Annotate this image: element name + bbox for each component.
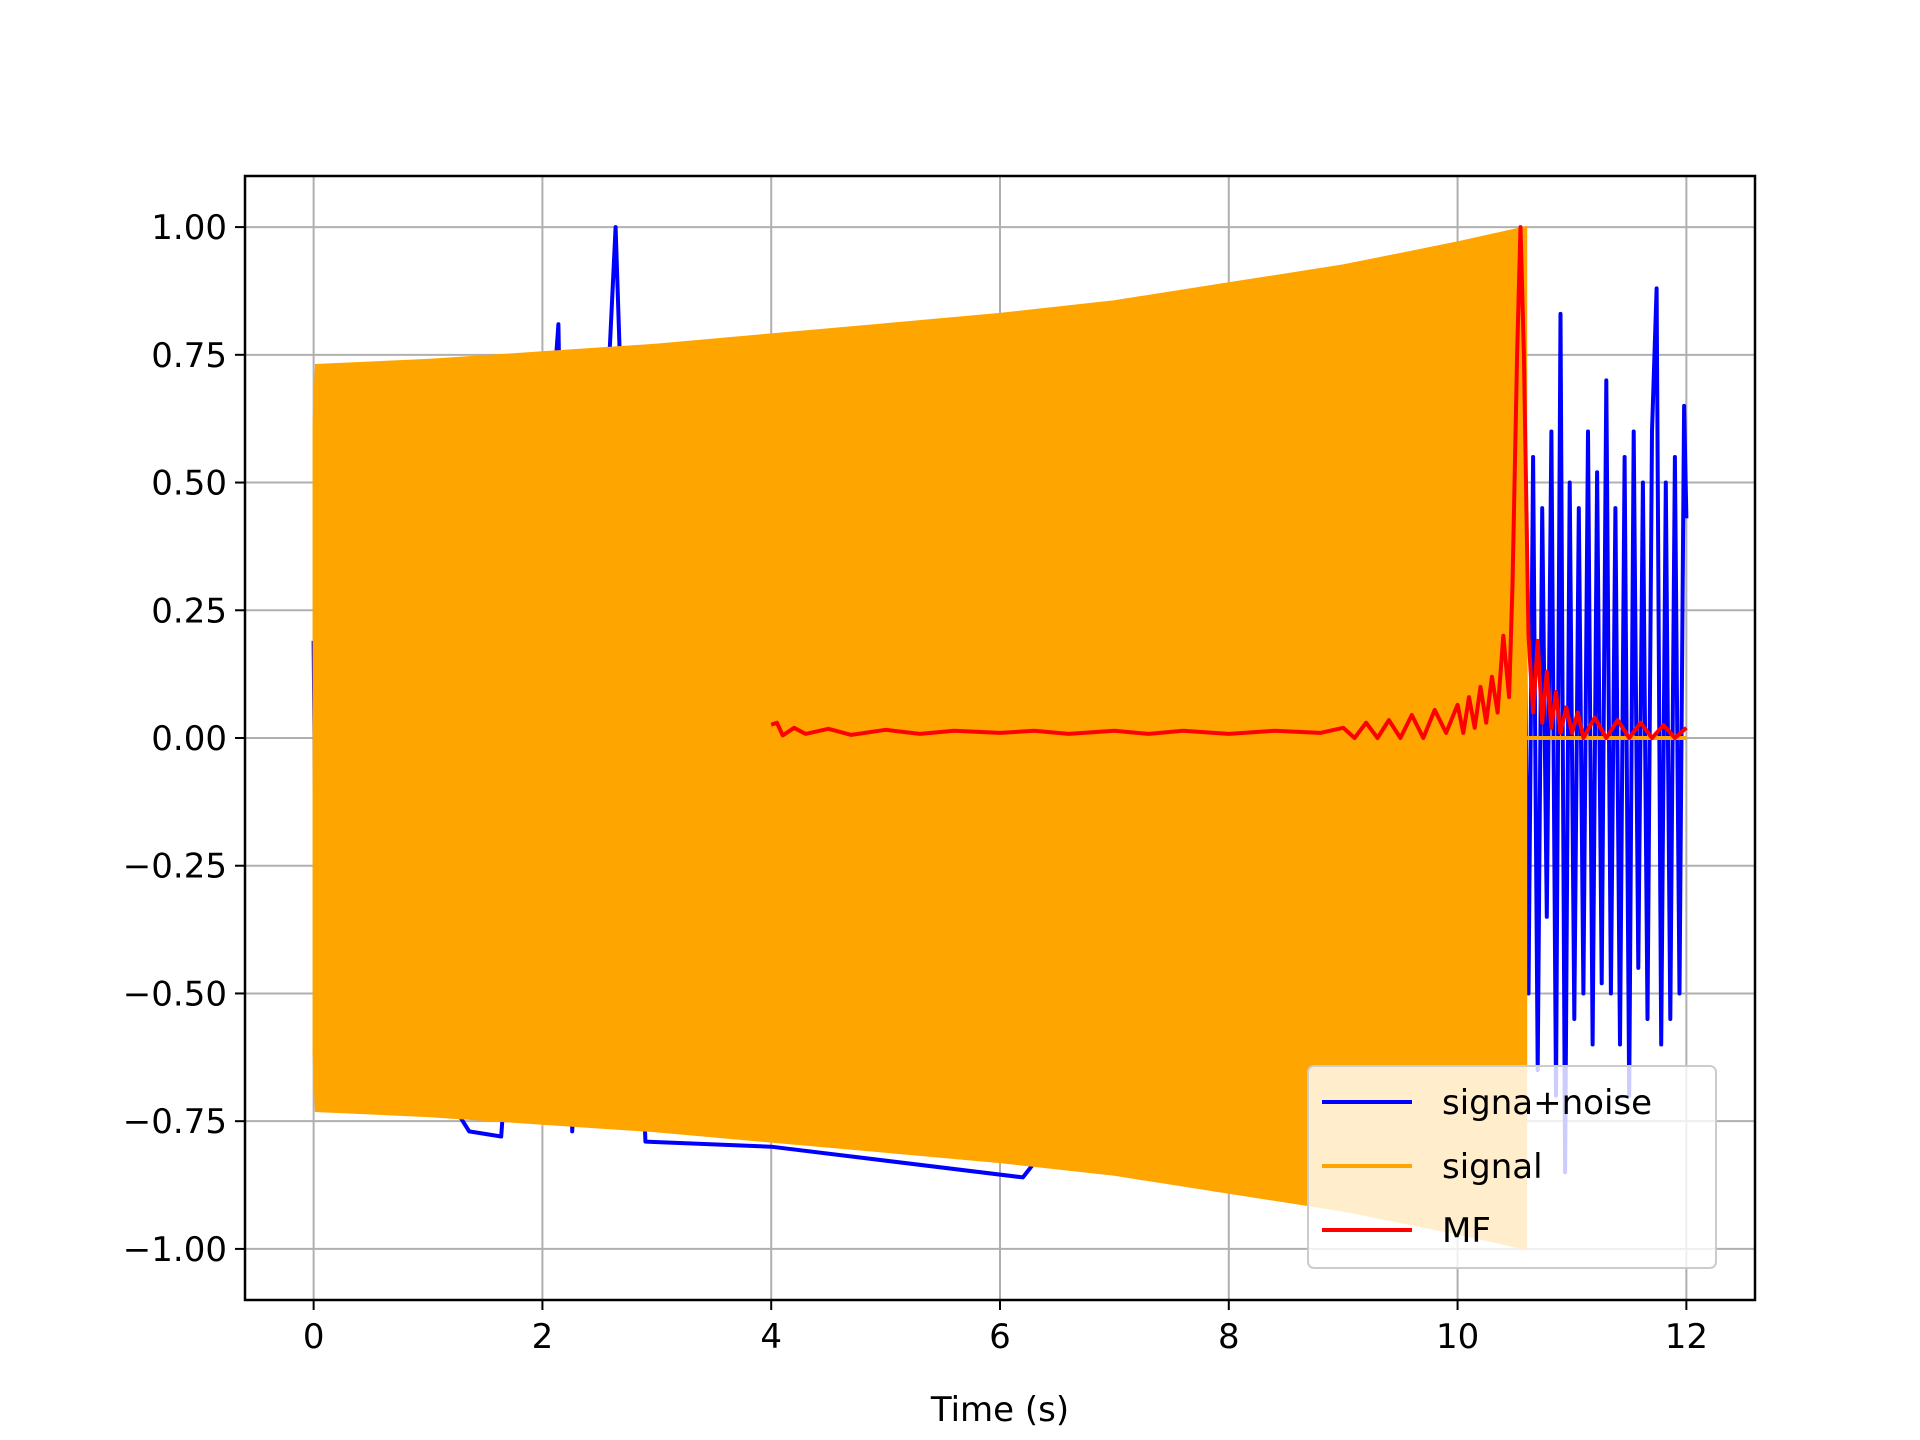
y-tick-label: 1.00 (151, 208, 227, 248)
x-tick-label: 0 (303, 1317, 325, 1357)
legend-label: signal (1442, 1147, 1543, 1187)
x-tick-label: 6 (989, 1317, 1011, 1357)
legend-box (1307, 1065, 1717, 1269)
x-tick-label: 8 (1218, 1317, 1240, 1357)
series-signa-noise-line (311, 225, 1689, 1180)
y-tick-label: −0.50 (123, 974, 227, 1014)
x-tick-label: 4 (760, 1317, 782, 1357)
series-mf-line (770, 225, 1688, 740)
legend: signa+noise signal MF (1307, 1065, 1717, 1269)
y-tick-label: 0.25 (151, 591, 227, 631)
x-tick-label: 12 (1665, 1317, 1708, 1357)
series-group (311, 225, 1689, 1251)
y-tick-label: 0.00 (151, 719, 227, 759)
y-tick-label: −0.75 (123, 1102, 227, 1142)
plot-series (311, 225, 1689, 1251)
legend-label: signa+noise (1442, 1083, 1652, 1123)
x-axis-label: Time (s) (930, 1390, 1069, 1430)
y-tick-label: −1.00 (123, 1230, 227, 1270)
x-tick-label: 2 (532, 1317, 554, 1357)
y-tick-label: −0.25 (123, 847, 227, 887)
y-tick-label: 0.75 (151, 336, 227, 376)
legend-label: MF (1442, 1211, 1491, 1251)
axis-ticks: 0 2 4 6 8 10 12 1.00 0.75 0.50 0.25 0.00 −0.25 −0.50 −… (123, 208, 1708, 1357)
x-tick-label: 10 (1436, 1317, 1479, 1357)
y-tick-label: 0.50 (151, 464, 227, 504)
